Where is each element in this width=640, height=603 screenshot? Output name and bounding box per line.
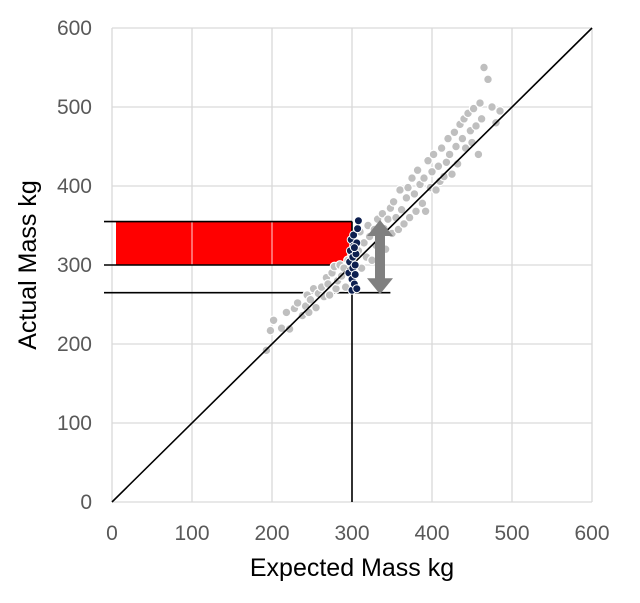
reference-lines [104,220,391,502]
background-point [468,103,479,114]
y-tick-label-600: 600 [57,17,92,40]
background-point [479,62,489,73]
background-point [451,141,461,152]
background-point [447,169,457,180]
background-point [420,206,431,217]
double-arrow-group [367,219,393,295]
background-point [412,165,423,176]
background-point [331,283,341,294]
y-tick-label-400: 400 [57,175,92,198]
background-point [449,127,460,138]
background-point [395,185,405,195]
x-tick-label-500: 500 [494,522,529,545]
highlight-point [350,260,360,270]
y-tick-label-100: 100 [57,412,92,435]
y-tick-label-200: 200 [57,333,92,356]
highlight-point [349,243,359,253]
x-tick-label-200: 200 [254,522,289,545]
background-point [419,173,429,184]
background-point [487,102,497,112]
highlight-point [353,216,363,226]
background-point [431,185,441,195]
background-point [444,149,455,160]
background-point [475,98,485,108]
background-point [311,302,321,313]
background-point [436,143,447,153]
x-tick-labels: 0 100 200 300 400 500 600 [106,522,609,545]
highlight-point [353,224,363,234]
red-band [116,221,352,265]
highlight-series [344,216,363,295]
x-tick-label-100: 100 [174,522,209,545]
background-point [427,166,437,177]
background-point [305,294,316,305]
highlight-point [352,284,362,294]
background-point [433,161,444,172]
background-point [396,204,407,215]
y-tick-labels: 0 100 200 300 400 500 600 [57,17,92,514]
background-point [428,149,439,160]
y-tick-label-0: 0 [80,491,92,514]
background-point [284,324,295,334]
background-point [388,196,399,207]
background-point [383,214,393,225]
x-tick-label-0: 0 [106,522,118,545]
background-point [401,192,412,203]
background-point [473,149,484,160]
y-axis-title: Actual Mass kg [14,180,42,350]
background-point [323,279,333,289]
y-tick-label-500: 500 [57,96,92,119]
background-point [411,206,421,217]
background-point [483,74,493,85]
red-band-region [116,221,352,265]
background-point [407,173,417,184]
background-point [268,315,279,326]
x-tick-label-300: 300 [334,522,369,545]
background-point [281,307,292,318]
x-axis-title: Expected Mass kg [250,554,454,582]
background-point [471,121,481,131]
background-point [404,212,415,223]
highlight-point [349,230,359,240]
background-point [292,298,303,308]
background-point [409,188,420,199]
double-arrow [367,219,393,295]
highlight-point [350,269,360,279]
background-point [324,290,335,300]
background-point [265,325,276,336]
x-tick-label-600: 600 [574,522,609,545]
y-tick-label-300: 300 [57,254,92,277]
x-tick-label-400: 400 [414,522,449,545]
background-point [476,113,487,124]
background-point [457,133,468,144]
background-point [443,133,453,144]
background-point [399,219,409,229]
background-point [495,106,505,116]
background-point [403,182,413,193]
background-point [423,155,433,166]
